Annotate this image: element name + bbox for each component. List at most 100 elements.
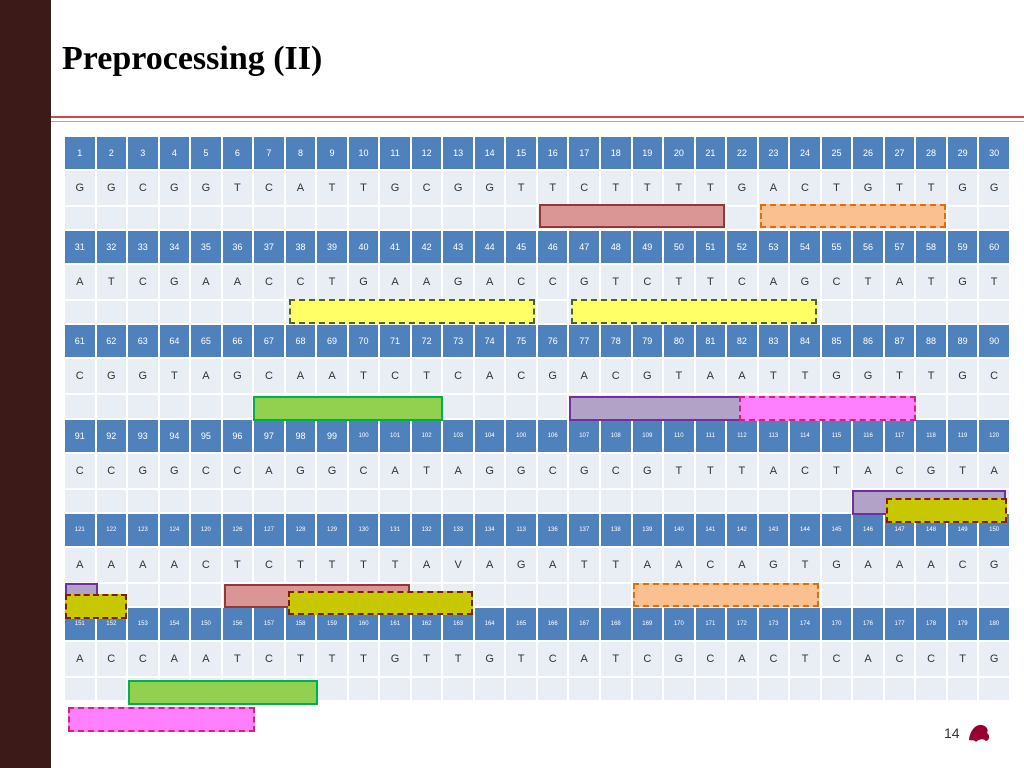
highlight [633, 583, 819, 607]
position-cell: 178 [915, 607, 947, 641]
logo [969, 724, 990, 742]
position-cell: 102 [410, 418, 443, 453]
base-cell: A [190, 641, 222, 677]
position-cell: 95 [190, 418, 222, 453]
position-cell: 173 [757, 607, 790, 641]
base-cell: A [379, 452, 411, 489]
base-cell: C [789, 170, 821, 206]
position-cell: 165 [505, 607, 537, 641]
base-cell: T [316, 264, 348, 301]
base-cell: T [347, 546, 380, 583]
position-cell: 113 [757, 418, 790, 453]
base-cell: C [253, 264, 285, 301]
base-cell: T [757, 358, 790, 395]
position-cell: 32 [95, 230, 128, 265]
base-cell: A [663, 546, 695, 583]
position-cell: 28 [915, 136, 947, 170]
base-cell: G [978, 170, 1010, 206]
position-cell: 164 [473, 607, 506, 641]
empty-cell [410, 206, 443, 231]
base-cell: T [600, 264, 632, 301]
base-cell: C [726, 264, 758, 301]
base-cell: T [946, 452, 979, 489]
base-cell: G [757, 546, 790, 583]
position-cell: 85 [820, 324, 853, 359]
base-cell: A [978, 452, 1010, 489]
base-cell: A [757, 170, 790, 206]
base-cell: T [820, 170, 853, 206]
empty-cell [820, 582, 853, 607]
empty-cell [442, 206, 474, 231]
empty-cell [536, 488, 569, 513]
empty-cell [64, 488, 96, 513]
position-cell: 58 [915, 230, 947, 265]
highlight [571, 299, 817, 324]
position-cell: 78 [600, 324, 632, 359]
highlight [739, 396, 916, 421]
empty-cell [757, 488, 790, 513]
position-cell: 103 [442, 418, 474, 453]
empty-cell [789, 488, 821, 513]
base-cell: C [757, 641, 790, 677]
base-cell: T [347, 170, 380, 206]
base-cell: C [95, 641, 128, 677]
base-cell: T [726, 452, 758, 489]
base-cell: G [536, 358, 569, 395]
position-cell: 86 [852, 324, 884, 359]
base-cell: G [915, 452, 947, 489]
empty-cell [978, 677, 1010, 702]
empty-cell [915, 582, 947, 607]
base-cell: G [158, 264, 191, 301]
empty-cell [820, 300, 853, 325]
empty-cell [536, 394, 569, 419]
base-cell: C [820, 641, 853, 677]
empty-cell [978, 394, 1010, 419]
position-cell: 2 [95, 136, 128, 170]
base-cell: G [190, 170, 222, 206]
position-cell: 144 [789, 512, 821, 547]
position-cell: 134 [473, 512, 506, 547]
position-cell: 115 [820, 418, 853, 453]
base-cell: C [978, 358, 1010, 395]
empty-cell [64, 394, 96, 419]
empty-cell [978, 206, 1010, 231]
base-cell: G [347, 264, 380, 301]
base-cell: A [852, 546, 884, 583]
highlight [539, 204, 725, 228]
empty-cell [505, 394, 537, 419]
base-cell: T [978, 264, 1010, 301]
empty-cell [190, 488, 222, 513]
position-cell: 59 [946, 230, 979, 265]
base-cell: G [95, 170, 128, 206]
position-cell: 11 [379, 136, 411, 170]
base-cell: T [505, 641, 537, 677]
position-cell: 61 [64, 324, 96, 359]
base-cell: C [883, 641, 916, 677]
position-cell: 51 [694, 230, 727, 265]
base-cell: C [190, 452, 222, 489]
position-cell: 170 [820, 607, 853, 641]
position-cell: 120 [190, 512, 222, 547]
title: Preprocessing (II) [62, 40, 323, 77]
position-cell: 41 [379, 230, 411, 265]
empty-cell [694, 488, 727, 513]
base-cell: A [410, 264, 443, 301]
empty-cell [190, 582, 222, 607]
base-cell: G [631, 358, 664, 395]
base-cell: T [946, 641, 979, 677]
position-cell: 76 [536, 324, 569, 359]
empty-cell [505, 582, 537, 607]
base-cell: T [789, 641, 821, 677]
empty-cell [127, 488, 159, 513]
base-cell: G [568, 452, 600, 489]
empty-cell [726, 206, 758, 231]
empty-cell [757, 677, 790, 702]
base-cell: A [64, 546, 96, 583]
empty-cell [158, 206, 191, 231]
empty-cell [600, 677, 632, 702]
empty-cell [820, 488, 853, 513]
base-cell: C [505, 264, 537, 301]
position-cell: 80 [663, 324, 695, 359]
empty-cell [883, 677, 916, 702]
base-cell: C [694, 641, 727, 677]
